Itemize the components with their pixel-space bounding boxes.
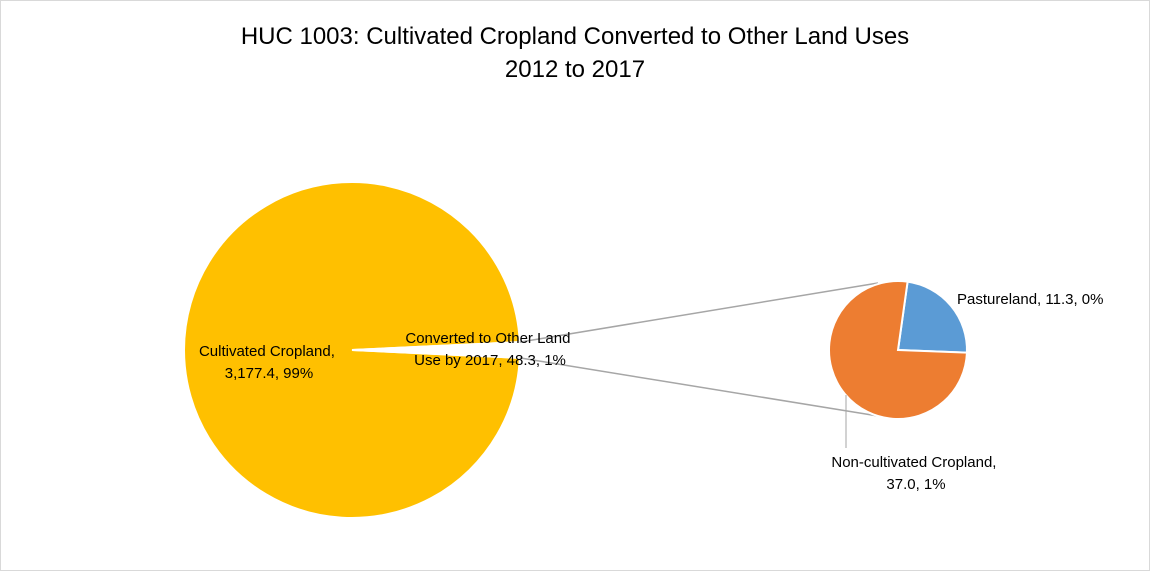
slice-non-cultivated-cropland [828, 280, 968, 420]
label-converted: Converted to Other Land Use by 2017, 48.… [405, 330, 574, 369]
label-pastureland: Pastureland, 11.3, 0% [957, 291, 1103, 308]
primary-pie [183, 181, 521, 519]
label-cultivated-cropland-line2: 3,177.4, 99% [225, 365, 313, 382]
label-non-cultivated-line1: Non-cultivated Cropland, [831, 454, 996, 471]
slice-cultivated-cropland [183, 181, 521, 519]
label-converted-line1: Converted to Other Land [405, 330, 570, 347]
secondary-pie [828, 280, 968, 420]
label-converted-line2: Use by 2017, 48.3, 1% [414, 352, 566, 369]
chart-title-line1: HUC 1003: Cultivated Cropland Converted … [240, 23, 910, 50]
label-non-cultivated-cropland: Non-cultivated Cropland, 37.0, 1% [831, 454, 1000, 493]
connector-lines [519, 282, 879, 417]
label-pastureland-line1: Pastureland, 11.3, 0% [957, 291, 1103, 308]
chart-title: HUC 1003: Cultivated Cropland Converted … [0, 20, 1150, 86]
label-cultivated-cropland: Cultivated Cropland, 3,177.4, 99% [199, 343, 339, 382]
label-cultivated-cropland-line1: Cultivated Cropland, [199, 343, 335, 360]
slice-converted-to-other-land-use [351, 341, 521, 359]
connector-line-bottom [519, 357, 879, 417]
chart-title-line2: 2012 to 2017 [504, 56, 646, 83]
slice-pastureland [896, 280, 968, 354]
connector-line-top [519, 282, 879, 343]
label-non-cultivated-line2: 37.0, 1% [886, 476, 945, 493]
